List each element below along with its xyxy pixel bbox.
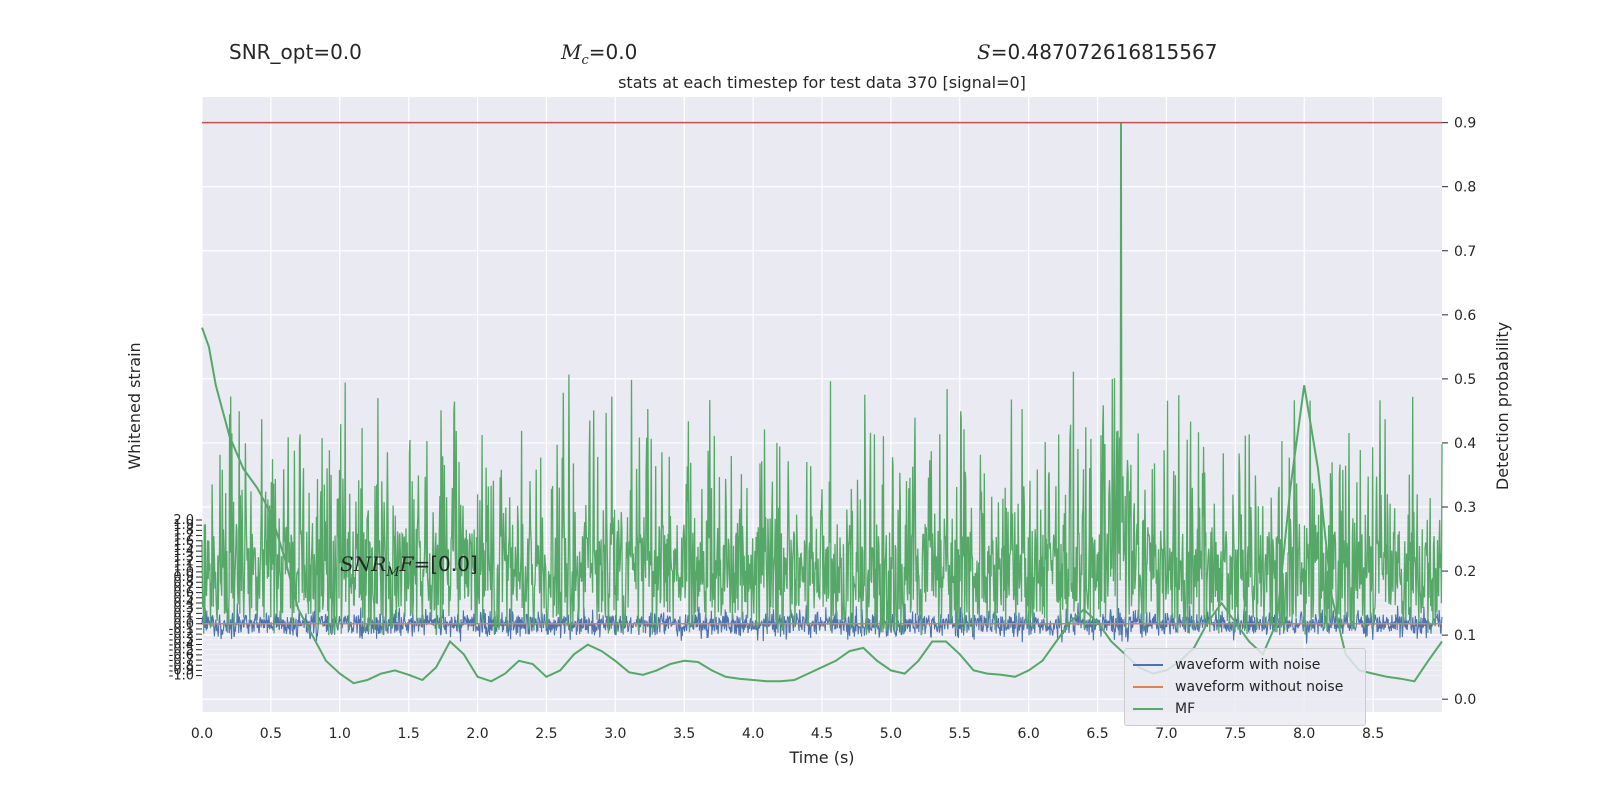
mf-line bbox=[201, 327, 1443, 685]
y-left-tick-label-18: 0.8 bbox=[173, 575, 194, 590]
x-axis-label: Time (s) bbox=[788, 748, 854, 767]
x-tick-label-6: 3.0 bbox=[604, 726, 626, 742]
y-left-tick-label-27: 1.7 bbox=[173, 529, 194, 544]
y-left-tick-label-16: 0.6 bbox=[173, 586, 194, 601]
y-left-tick-label-20: 1.0 bbox=[173, 565, 194, 580]
y-left-tick-label-5: -0.5 bbox=[169, 643, 194, 658]
y-left-tick-label-7: -0.3 bbox=[169, 632, 194, 647]
chirp-mass-subscript: c bbox=[581, 53, 589, 68]
legend-swatch-clean bbox=[1133, 686, 1163, 688]
y-right-tick-label-5: 0.5 bbox=[1454, 372, 1476, 388]
x-tick-label-8: 4.0 bbox=[742, 726, 764, 742]
y-right-tick-label-6: 0.6 bbox=[1454, 308, 1476, 324]
x-tick-label-15: 7.5 bbox=[1224, 726, 1246, 742]
y-left-tick-label-21: 1.1 bbox=[173, 560, 194, 575]
y-left-tick-label-0: -1.0 bbox=[169, 669, 194, 684]
chirp-mass-value: =0.0 bbox=[588, 40, 638, 64]
x-tick-label-3: 1.5 bbox=[398, 726, 420, 742]
x-tick-label-1: 0.5 bbox=[260, 726, 282, 742]
y-left-tick-label-19: 0.9 bbox=[173, 570, 194, 585]
y-left-tick-label-9: -0.1 bbox=[169, 622, 194, 637]
snr-mf-subscript: M bbox=[386, 565, 400, 580]
y-left-tick-label-3: -0.7 bbox=[169, 653, 194, 668]
y-right-tick-label-7: 0.7 bbox=[1454, 244, 1476, 260]
y-left-tick-label-24: 1.4 bbox=[173, 544, 194, 559]
score-symbol: S bbox=[977, 40, 991, 64]
y-left-tick-label-28: 1.8 bbox=[173, 523, 194, 538]
legend-item-noise: waveform with noise bbox=[1133, 655, 1320, 675]
probability-line bbox=[201, 121, 1443, 636]
legend-item-mf: MF bbox=[1133, 699, 1195, 719]
x-tick-label-14: 7.0 bbox=[1155, 726, 1177, 742]
y-left-tick-label-23: 1.3 bbox=[173, 549, 194, 564]
y-left-tick-label-14: 0.4 bbox=[173, 596, 194, 611]
y-axis-right-label: Detection probability bbox=[1493, 322, 1512, 490]
y-axis-left-label: Whitened strain bbox=[125, 342, 144, 469]
y-left-tick-label-10: 0.0 bbox=[173, 617, 194, 632]
y-left-tick-label-13: 0.3 bbox=[173, 601, 194, 616]
y-left-tick-label-17: 0.7 bbox=[173, 580, 194, 595]
y-left-tick-label-8: -0.2 bbox=[169, 627, 194, 642]
legend-swatch-noise bbox=[1133, 664, 1163, 666]
snr-mf-value: =[0.0] bbox=[413, 552, 478, 576]
y-left-tick-label-1: -0.9 bbox=[169, 663, 194, 678]
y-right-tick-label-3: 0.3 bbox=[1454, 500, 1476, 516]
x-tick-label-10: 5.0 bbox=[880, 726, 902, 742]
x-tick-label-4: 2.0 bbox=[466, 726, 488, 742]
score-value: =0.487072616815567 bbox=[990, 40, 1218, 64]
y-right-tick-label-8: 0.8 bbox=[1454, 180, 1476, 196]
snr-opt-label: SNR_opt=0.0 bbox=[229, 40, 362, 64]
y-left-tick-label-6: -0.4 bbox=[169, 638, 194, 653]
y-left-tick-label-25: 1.5 bbox=[173, 539, 194, 554]
y-right-tick-label-1: 0.1 bbox=[1454, 628, 1476, 644]
y-right-tick-label-2: 0.2 bbox=[1454, 564, 1476, 580]
score-label: S=0.487072616815567 bbox=[977, 40, 1217, 64]
y-right-tick-label-9: 0.9 bbox=[1454, 116, 1476, 132]
x-tick-label-2: 1.0 bbox=[329, 726, 351, 742]
x-tick-label-12: 6.0 bbox=[1018, 726, 1040, 742]
y-left-tick-label-4: -0.6 bbox=[169, 648, 194, 663]
legend-label-noise: waveform with noise bbox=[1175, 657, 1321, 673]
legend-item-clean: waveform without noise bbox=[1133, 677, 1343, 697]
x-tick-label-16: 8.0 bbox=[1293, 726, 1315, 742]
y-left-tick-label-29: 1.9 bbox=[173, 518, 194, 533]
chart-title: stats at each timestep for test data 370… bbox=[618, 73, 1026, 92]
legend-label-clean: waveform without noise bbox=[1175, 679, 1344, 695]
y-left-tick-label-15: 0.5 bbox=[173, 591, 194, 606]
snr-mf-symbol: SNR bbox=[340, 552, 387, 576]
x-tick-label-17: 8.5 bbox=[1362, 726, 1384, 742]
chirp-mass-label: Mc=0.0 bbox=[561, 40, 637, 68]
y-left-tick-label-11: 0.1 bbox=[173, 612, 194, 627]
y-left-tick-label-30: 2.0 bbox=[173, 513, 194, 528]
legend-swatch-mf bbox=[1133, 708, 1163, 710]
snr-mf-annotation: SNRMF=[0.0] bbox=[340, 552, 478, 580]
y-left-tick-label-26: 1.6 bbox=[173, 534, 194, 549]
series-mf bbox=[201, 327, 1443, 685]
legend-label-mf: MF bbox=[1175, 701, 1196, 717]
snr-mf-tail: F bbox=[399, 552, 414, 576]
series-detection-probability bbox=[201, 121, 1443, 636]
legend: waveform with noise waveform without noi… bbox=[1124, 648, 1366, 726]
chirp-mass-symbol: M bbox=[561, 40, 582, 64]
x-tick-label-11: 5.5 bbox=[949, 726, 971, 742]
x-tick-label-5: 2.5 bbox=[535, 726, 557, 742]
y-left-tick-label-22: 1.2 bbox=[173, 555, 194, 570]
y-right-tick-label-4: 0.4 bbox=[1454, 436, 1476, 452]
x-tick-label-7: 3.5 bbox=[673, 726, 695, 742]
x-tick-label-0: 0.0 bbox=[191, 726, 213, 742]
y-right-tick-label-0: 0.0 bbox=[1454, 692, 1476, 708]
x-tick-label-13: 6.5 bbox=[1086, 726, 1108, 742]
axes: 0.0 0.5 1.0 1.5 2.0 2.5 3.0 3.5 4.0 4.5 5.0 5.5 6.0 6… bbox=[169, 116, 1477, 742]
y-left-tick-label-12: 0.2 bbox=[173, 606, 194, 621]
x-tick-label-9: 4.5 bbox=[811, 726, 833, 742]
y-left-tick-label-2: -0.8 bbox=[169, 658, 194, 673]
